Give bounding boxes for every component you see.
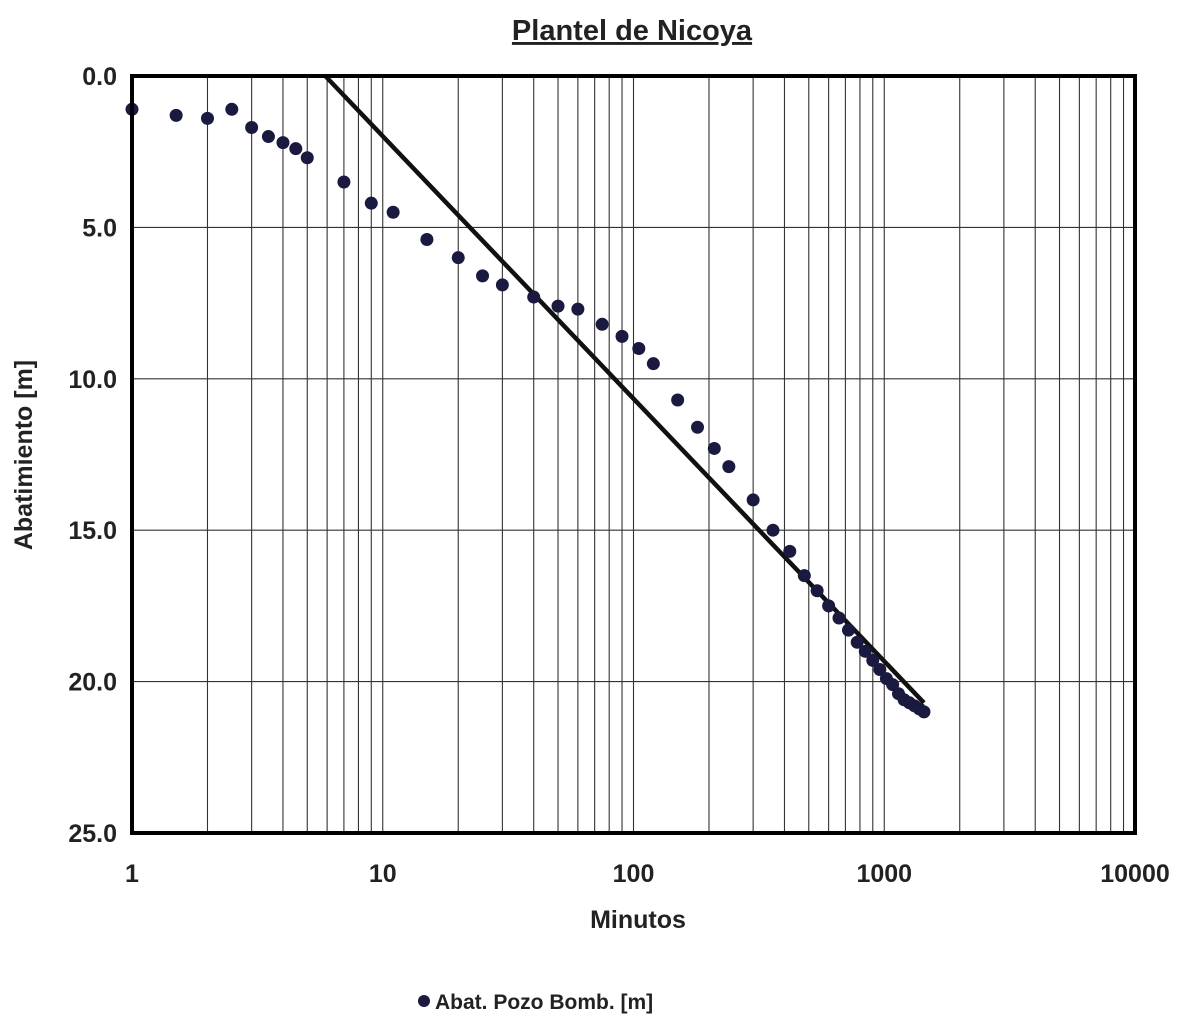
data-point [917,705,931,719]
data-point [707,441,721,455]
data-point [832,611,846,625]
chart-title: Plantel de Nicoya [512,15,753,47]
data-point [476,269,490,283]
y-tick-labels: 0.0 5.0 10.0 15.0 20.0 25.0 [68,63,117,848]
data-point [571,302,585,316]
x-tick-label: 10 [369,860,397,888]
data-point [595,317,609,331]
data-point [615,329,629,343]
data-points-layer [125,102,931,719]
x-axis-label: Minutos [590,906,686,934]
y-tick-label: 15.0 [68,517,117,545]
data-point [169,108,183,122]
x-tick-label: 1 [125,860,139,888]
legend-label: Abat. Pozo Bomb. [m] [435,991,653,1014]
data-point [364,196,378,210]
data-point [245,120,259,134]
trend-line-layer [323,74,926,705]
data-point [841,623,855,637]
plot-frame [130,74,1137,835]
data-point [225,102,239,116]
data-point [261,130,275,144]
data-point [810,584,824,598]
data-point [632,342,646,356]
x-tick-label: 100 [613,860,655,888]
data-point [858,644,872,658]
y-tick-label: 0.0 [82,63,117,91]
data-point [551,299,565,313]
data-point [850,635,864,649]
data-point [797,569,811,583]
data-point [722,460,736,474]
y-tick-label: 5.0 [82,214,117,242]
data-point [451,251,465,265]
data-point [822,599,836,613]
data-point [671,393,685,407]
y-tick-label: 25.0 [68,820,117,848]
data-point [766,523,780,537]
data-point [200,111,214,125]
data-point [746,493,760,507]
data-point [276,136,290,150]
x-tick-label: 10000 [1100,860,1170,888]
data-point [386,205,400,219]
data-point [495,278,509,292]
data-point [646,357,660,371]
grid [132,76,1135,833]
y-tick-label: 20.0 [68,669,117,697]
data-point [866,653,880,667]
y-tick-label: 10.0 [68,366,117,394]
data-point [337,175,351,189]
data-point [783,544,797,558]
y-axis-label: Abatimiento [m] [10,360,38,550]
data-point [527,290,541,304]
trend-line [323,74,926,705]
legend-marker [418,995,430,1007]
legend: Abat. Pozo Bomb. [m] [418,991,653,1014]
data-point [420,233,434,247]
data-point [300,151,314,165]
data-point [691,420,705,434]
x-tick-label: 1000 [856,860,912,888]
data-point [873,662,887,676]
data-point [289,142,303,156]
x-tick-labels: 1 10 100 1000 10000 [125,860,1170,888]
